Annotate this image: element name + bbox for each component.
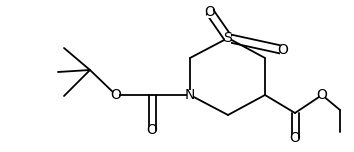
- Bar: [280, 45, 286, 55]
- Bar: [207, 7, 213, 17]
- Text: O: O: [205, 5, 216, 19]
- Text: O: O: [278, 43, 289, 57]
- Bar: [149, 124, 155, 135]
- Text: O: O: [147, 123, 158, 137]
- Text: S: S: [224, 31, 232, 45]
- Bar: [292, 133, 298, 143]
- Bar: [225, 33, 231, 43]
- Text: O: O: [290, 131, 301, 145]
- Text: O: O: [316, 88, 327, 102]
- Bar: [187, 90, 193, 100]
- Bar: [113, 90, 119, 100]
- Text: N: N: [185, 88, 195, 102]
- Bar: [319, 90, 325, 100]
- Text: O: O: [110, 88, 121, 102]
